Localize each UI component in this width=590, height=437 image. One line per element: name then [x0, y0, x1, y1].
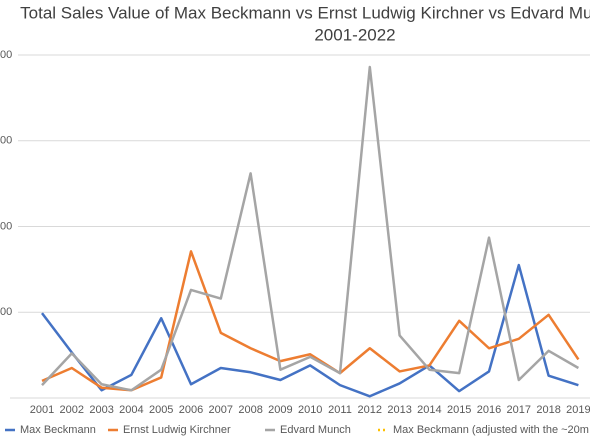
y-tick-label: 00 [0, 220, 12, 232]
series-line [41, 263, 579, 398]
legend-label: Max Beckmann (adjusted with the ~20m [393, 424, 589, 436]
x-tick-label: 2003 [89, 404, 113, 416]
series-line [41, 65, 580, 392]
x-tick-label: 2005 [149, 404, 173, 416]
x-tick-label: 2017 [507, 404, 531, 416]
x-tick-label: 2002 [60, 404, 84, 416]
x-tick-label: 2010 [298, 404, 322, 416]
legend-label: Max Beckmann [20, 424, 96, 436]
x-tick-label: 2018 [536, 404, 560, 416]
x-tick-label: 2004 [119, 404, 143, 416]
x-tick-label: 2007 [209, 404, 233, 416]
x-tick-label: 2011 [328, 404, 352, 416]
x-tick-label: 2016 [477, 404, 501, 416]
legend-label: Ernst Ludwig Kirchner [123, 424, 231, 436]
y-tick-label: 00 [0, 135, 12, 147]
x-tick-label: 2008 [238, 404, 262, 416]
x-tick-label: 2019 [566, 404, 590, 416]
chart-title: Total Sales Value of Max Beckmann vs Ern… [20, 3, 590, 22]
y-tick-label: 00 [0, 306, 12, 318]
x-tick-label: 2014 [417, 404, 441, 416]
chart-subtitle: 2001-2022 [314, 25, 395, 44]
series-line [41, 250, 580, 392]
x-tick-label: 2006 [179, 404, 203, 416]
x-tick-label: 2012 [358, 404, 382, 416]
x-tick-label: 2009 [268, 404, 292, 416]
legend-label: Edvard Munch [280, 424, 351, 436]
y-tick-label: 00 [0, 49, 12, 61]
x-tick-label: 2001 [30, 404, 54, 416]
x-tick-label: 2015 [447, 404, 471, 416]
x-tick-label: 2013 [387, 404, 411, 416]
